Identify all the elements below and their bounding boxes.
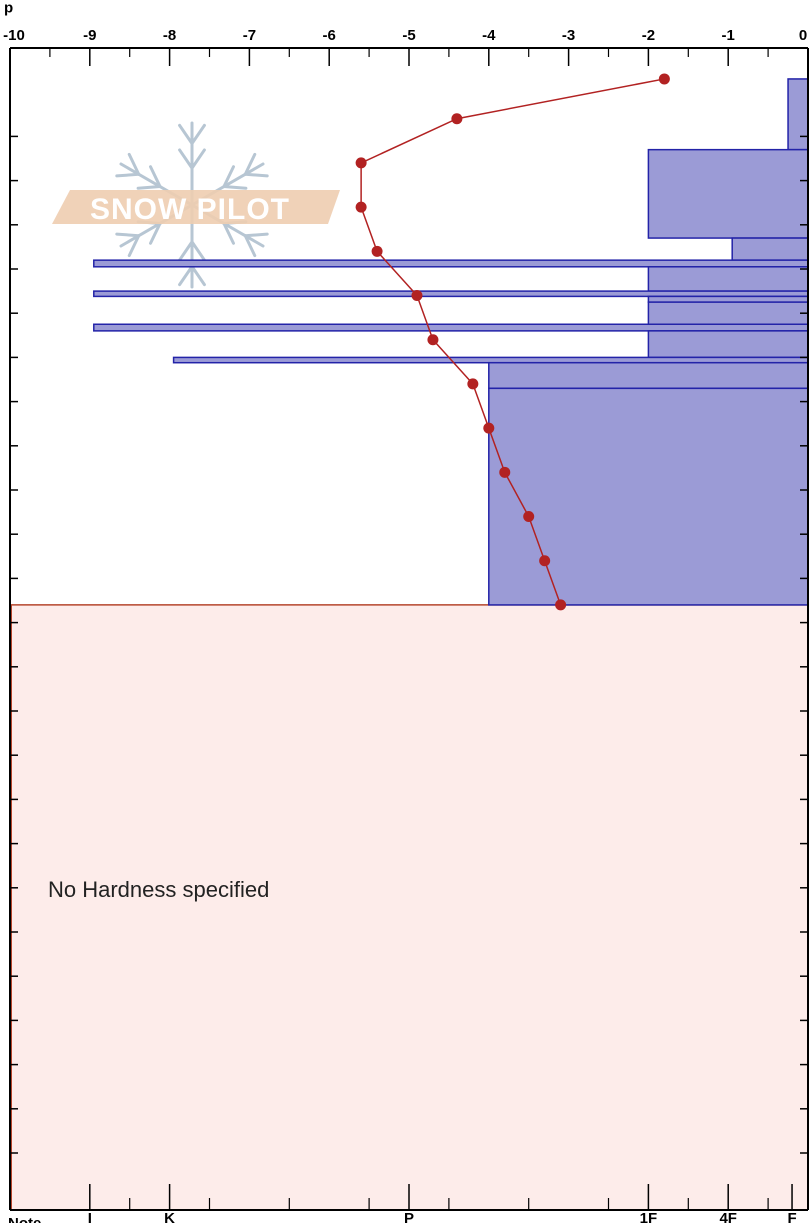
top-tick-label: -8 bbox=[163, 27, 176, 44]
top-axis-label: p bbox=[4, 0, 13, 16]
top-tick-label: -4 bbox=[482, 27, 496, 44]
hardness-layer bbox=[647, 148, 809, 239]
temperature-point bbox=[483, 422, 495, 434]
temperature-point bbox=[451, 113, 463, 125]
logo-text: SNOW PILOT bbox=[90, 193, 290, 226]
top-tick-label: -7 bbox=[243, 27, 256, 44]
top-tick-label: -5 bbox=[402, 27, 415, 44]
snowflake-branch bbox=[127, 234, 141, 258]
snowflake-branch bbox=[149, 165, 162, 189]
hardness-layer bbox=[647, 330, 809, 359]
top-tick-label: -9 bbox=[83, 27, 96, 44]
bottom-tick-label: F bbox=[787, 1210, 796, 1223]
hardness-layer bbox=[488, 387, 809, 606]
top-tick-label: -6 bbox=[323, 27, 336, 44]
temperature-point bbox=[371, 245, 383, 257]
hardness-layer bbox=[93, 323, 809, 332]
snowflake-branch bbox=[190, 265, 206, 287]
temperature-point bbox=[658, 73, 670, 85]
bottom-tick-label: K bbox=[164, 1210, 175, 1223]
top-tick-label: 0 bbox=[799, 27, 807, 44]
temperature-point bbox=[355, 201, 367, 213]
watermark-logo: SNOW PILOT bbox=[52, 121, 340, 289]
bottom-tick-label: 4F bbox=[719, 1210, 737, 1223]
snowflake-branch bbox=[127, 152, 141, 176]
bottom-tick-label: 1F bbox=[640, 1210, 658, 1223]
hardness-layer bbox=[93, 259, 809, 268]
temperature-profile bbox=[355, 73, 670, 611]
snowflake-branch bbox=[115, 232, 141, 238]
hardness-layer bbox=[647, 301, 809, 325]
hardness-layer bbox=[488, 361, 809, 390]
temperature-point bbox=[355, 157, 367, 169]
snowflake-branch bbox=[222, 221, 235, 245]
temperature-point bbox=[523, 511, 535, 523]
hardness-layer bbox=[647, 295, 809, 303]
temperature-point bbox=[411, 290, 423, 302]
logo-banner bbox=[52, 190, 340, 224]
snowflake-branch bbox=[243, 234, 257, 258]
snowflake-branch bbox=[243, 152, 257, 176]
snowflake-branch bbox=[178, 148, 194, 170]
snowflake-branch bbox=[190, 148, 206, 170]
snowflake-branch bbox=[222, 185, 248, 190]
snowflake-branch bbox=[178, 265, 194, 287]
snowflake-branch bbox=[222, 165, 235, 189]
hardness-layers bbox=[93, 78, 809, 606]
hardness-layer bbox=[787, 78, 809, 151]
top-tick-label: -3 bbox=[562, 27, 575, 44]
hardness-layer bbox=[93, 290, 809, 298]
temperature-point bbox=[555, 599, 567, 611]
snowflake-branch bbox=[136, 185, 162, 190]
temperature-point bbox=[427, 334, 439, 346]
top-tick-label: -10 bbox=[3, 27, 25, 44]
hardness-layer bbox=[647, 266, 809, 292]
temperature-point bbox=[467, 378, 479, 390]
bottom-tick-label: P bbox=[404, 1210, 414, 1223]
top-tick-label: -2 bbox=[642, 27, 655, 44]
snowflake-branch bbox=[190, 123, 206, 145]
snowflake-branch bbox=[190, 240, 206, 262]
top-tick-label: -1 bbox=[722, 27, 735, 44]
bottom-caption: Note bbox=[8, 1215, 41, 1223]
unspecified-hardness-region bbox=[10, 604, 808, 1210]
hardness-layer bbox=[172, 356, 809, 364]
axes: -10 -9 -8 -7 -6 -5 -4 -3 -2 -1 0I K P 1F 4F F bbox=[3, 27, 809, 1223]
bottom-tick-label: I bbox=[88, 1210, 92, 1223]
no-hardness-annotation: No Hardness specified bbox=[48, 877, 269, 902]
unspecified-hardness-region-group bbox=[10, 604, 808, 1210]
snowflake-branch bbox=[178, 123, 194, 145]
snowflake-branch bbox=[243, 172, 269, 178]
hardness-layer bbox=[731, 237, 809, 261]
snowflake-branch bbox=[149, 221, 162, 245]
temperature-point bbox=[539, 555, 551, 567]
snowflake-branch bbox=[115, 172, 141, 178]
temperature-point bbox=[499, 466, 511, 478]
snowflake-branch bbox=[178, 240, 194, 262]
snowflake-branch bbox=[243, 232, 269, 238]
